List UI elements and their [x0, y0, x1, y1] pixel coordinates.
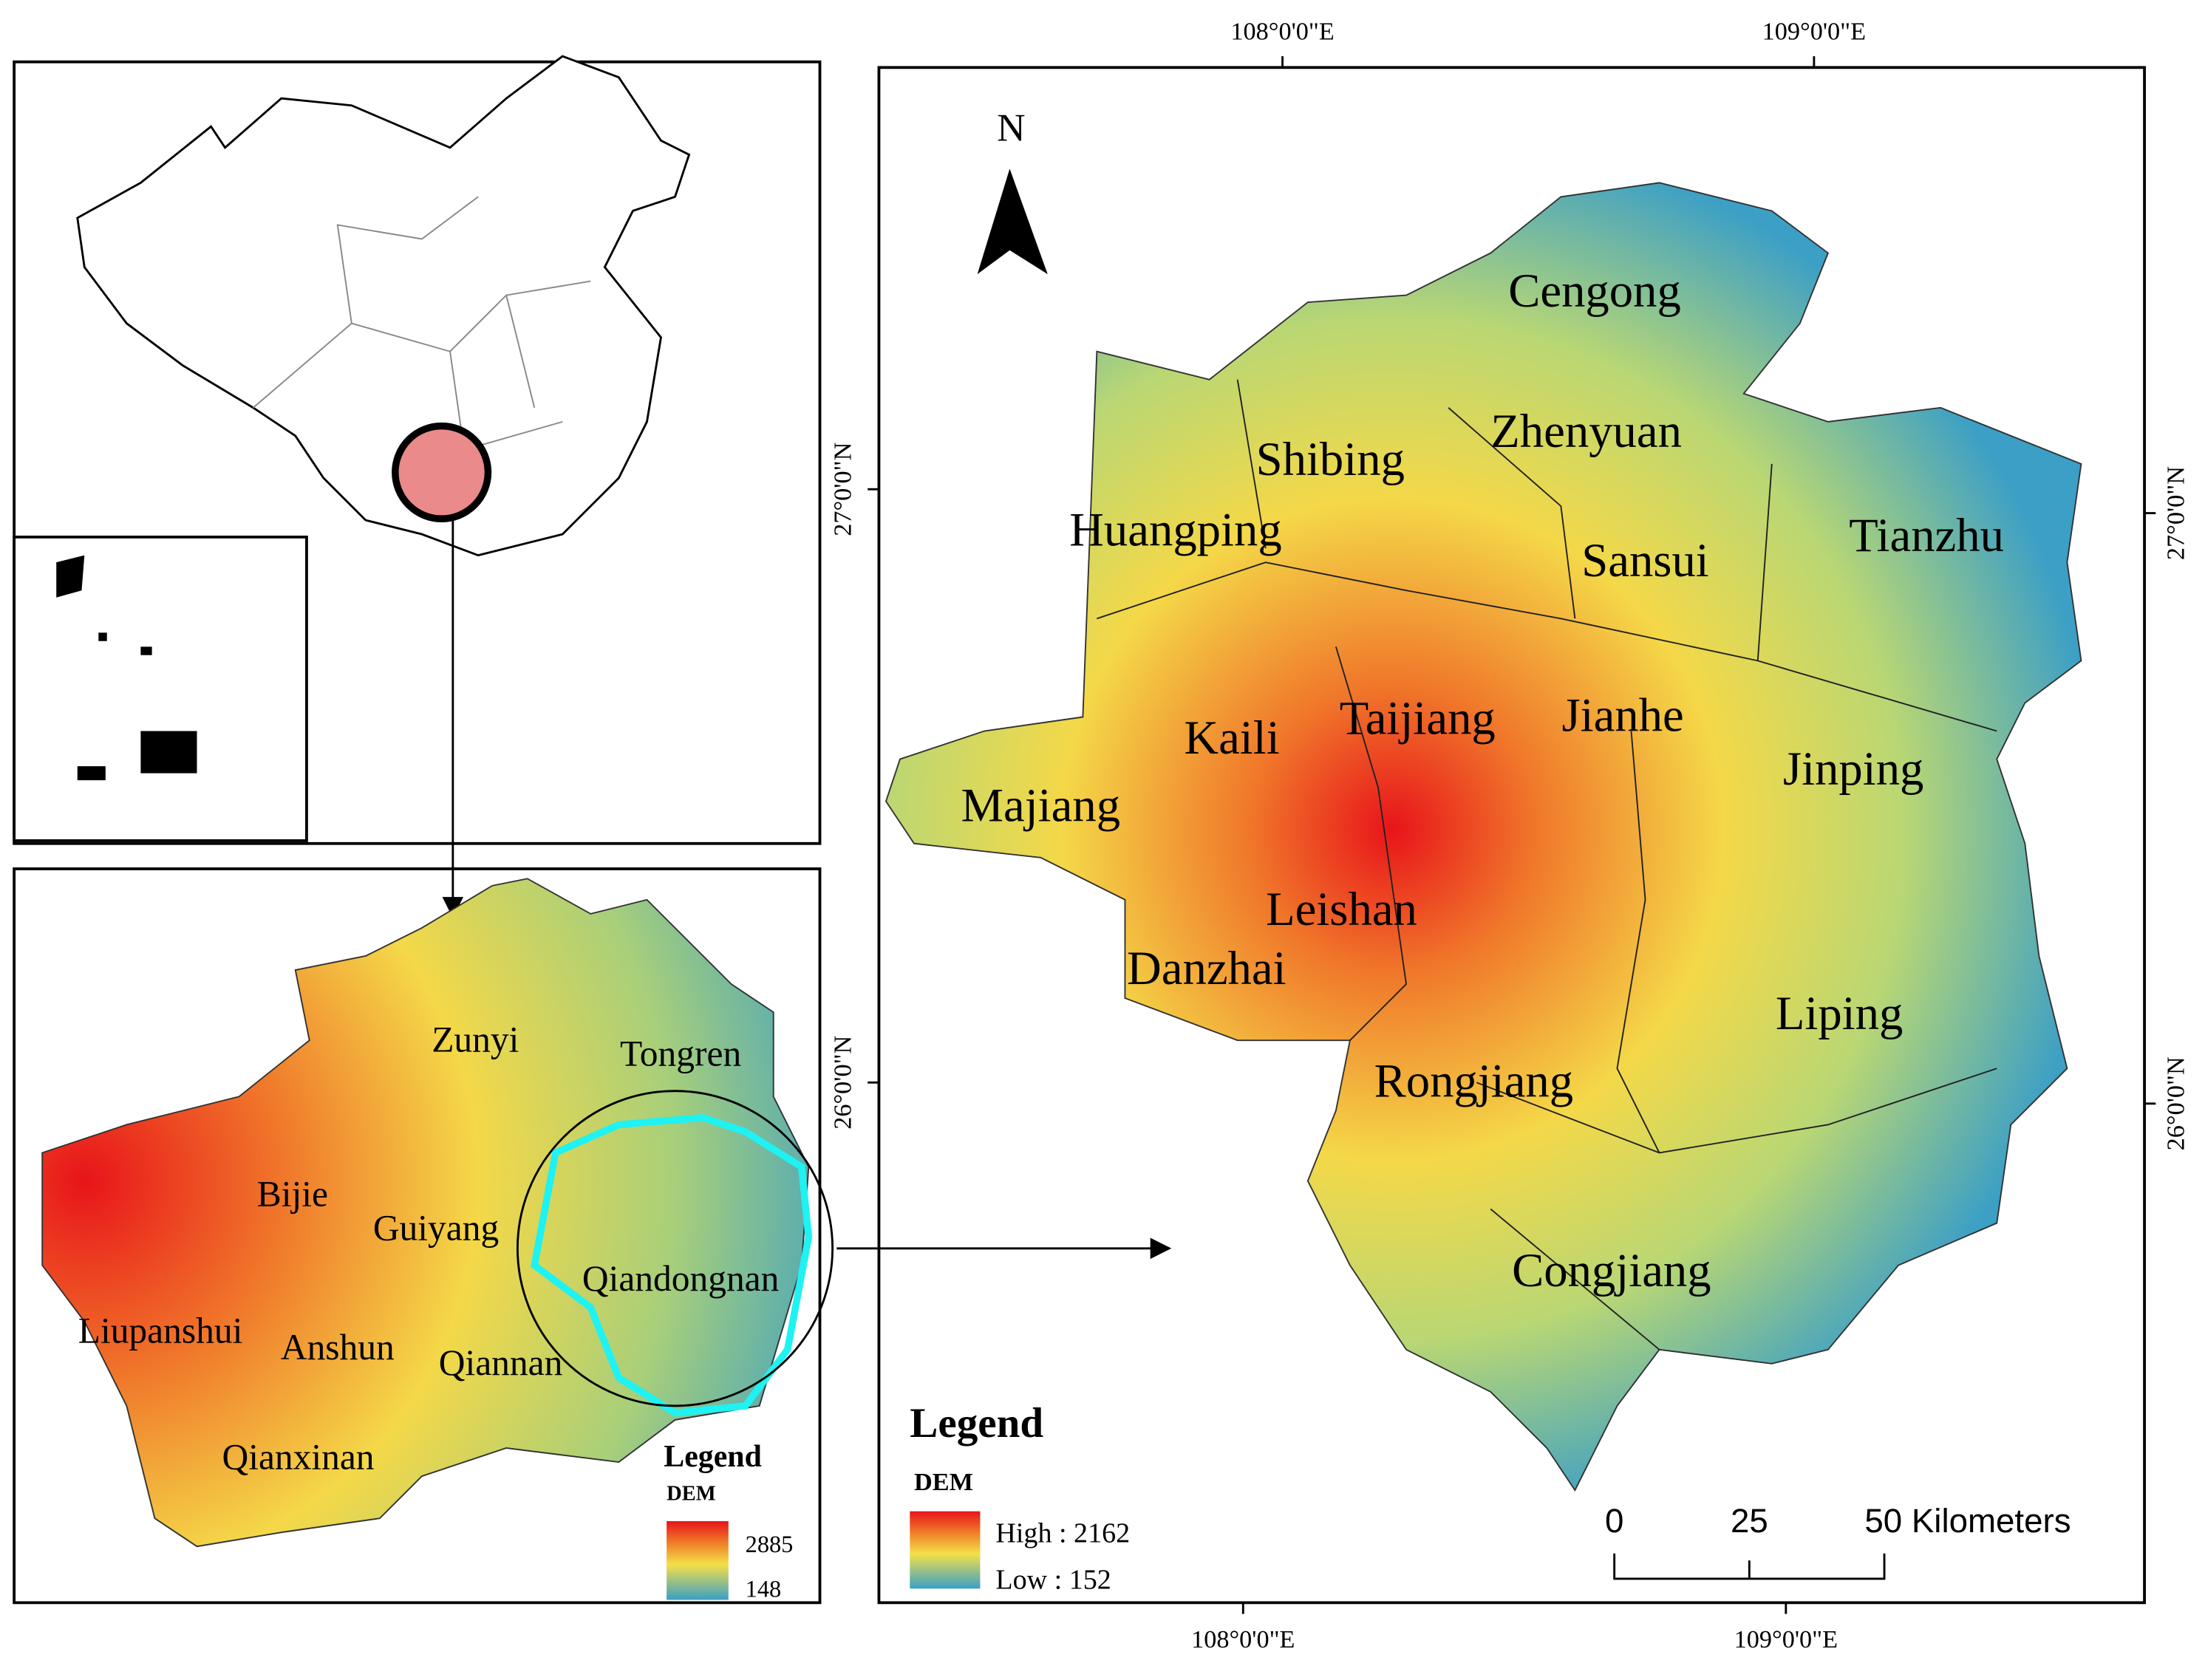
latitude-label: 26°0'0"N	[2161, 1056, 2189, 1150]
county-label: Jianhe	[1561, 689, 1683, 742]
prefecture-label: Qiannan	[439, 1342, 563, 1383]
county-label: Rongjiang	[1374, 1054, 1574, 1107]
china-panel	[13, 60, 822, 845]
scale-label: 0	[1605, 1502, 1623, 1540]
county-label: Zhenyuan	[1490, 404, 1682, 457]
china-outline	[76, 55, 691, 557]
prefecture-label: Qianxinan	[222, 1437, 374, 1478]
county-label: Leishan	[1266, 882, 1417, 935]
province-legend-ramp	[667, 1520, 729, 1600]
longitude-label: 109°0'0"E	[1762, 17, 1866, 45]
islands	[56, 555, 197, 781]
legend-low: Low : 152	[995, 1564, 1111, 1595]
scale-label: 25	[1731, 1502, 1768, 1540]
county-label: Cengong	[1508, 264, 1681, 317]
prefecture-label: Liupanshui	[78, 1310, 243, 1351]
county-label: Tianzhu	[1849, 508, 2004, 561]
zoom-circle	[516, 1090, 834, 1407]
longitude-label: 109°0'0"E	[1734, 1625, 1838, 1653]
legend-high: High : 2162	[995, 1518, 1130, 1549]
scale-bar	[1613, 1553, 1886, 1580]
main-legend-ramp	[910, 1511, 981, 1589]
longitude-label: 108°0'0"E	[1230, 17, 1334, 45]
county-label: Taijiang	[1340, 691, 1496, 744]
county-label: Liping	[1776, 986, 1904, 1039]
county-label: Jinping	[1783, 742, 1924, 795]
county-label: Majiang	[961, 778, 1120, 831]
prefecture-label: Tongren	[620, 1033, 741, 1073]
prefecture-label: Anshun	[281, 1327, 395, 1367]
legend-max: 2885	[746, 1531, 794, 1557]
north-arrow	[977, 168, 1048, 275]
province-borders	[253, 196, 591, 451]
longitude-label: 108°0'0"E	[1191, 1625, 1295, 1653]
legend-layer: DEM	[667, 1482, 716, 1505]
county-label: Kaili	[1184, 711, 1279, 764]
prefecture-label: Zunyi	[432, 1019, 519, 1059]
legend-layer: DEM	[914, 1468, 973, 1496]
county-label: Danzhai	[1127, 941, 1286, 994]
qiandongnan-outline	[530, 1114, 813, 1417]
legend-title: Legend	[664, 1440, 762, 1474]
legend-title: Legend	[910, 1400, 1043, 1447]
north-label: N	[997, 106, 1025, 149]
latitude-label: 27°0'0"N	[828, 443, 856, 536]
qiandongnan-dem	[885, 182, 2082, 1492]
latitude-label: 26°0'0"N	[828, 1036, 856, 1130]
prefecture-label: Qiandongnan	[582, 1258, 780, 1299]
latitude-label: 27°0'0"N	[2161, 466, 2189, 560]
county-borders	[1097, 379, 1997, 1351]
scale-label: 50 Kilometers	[1864, 1502, 2071, 1540]
county-label: Huangping	[1069, 502, 1281, 556]
main-panel	[877, 66, 2146, 1605]
prefecture-label: Guiyang	[373, 1207, 499, 1248]
legend-min: 148	[746, 1576, 781, 1602]
county-label: Congjiang	[1512, 1243, 1711, 1297]
county-label: Sansui	[1581, 533, 1709, 587]
province-panel	[13, 867, 822, 1605]
graticule-ticks	[868, 56, 2156, 1614]
prefecture-label: Bijie	[257, 1174, 328, 1215]
guizhou-highlight	[392, 422, 492, 522]
county-label: Shibing	[1256, 432, 1405, 485]
